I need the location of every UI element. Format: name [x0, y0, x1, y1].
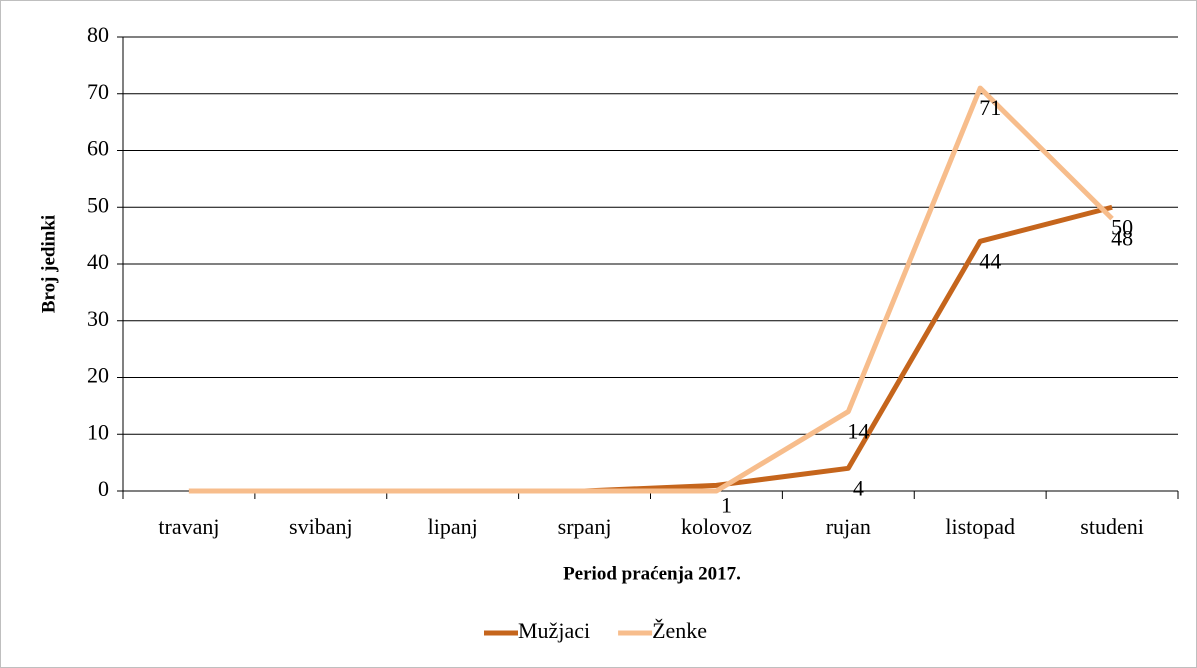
- x-tick-label: rujan: [826, 514, 871, 539]
- x-tick-label: studeni: [1080, 514, 1144, 539]
- x-tick-label: kolovoz: [681, 514, 752, 539]
- data-label: 50: [1111, 214, 1133, 239]
- y-tick-label: 20: [87, 363, 109, 388]
- y-tick-label: 30: [87, 306, 109, 331]
- y-tick-label: 80: [87, 22, 109, 47]
- legend-label: Mužjaci: [518, 618, 590, 643]
- y-tick-label: 50: [87, 192, 109, 217]
- x-tick-label: listopad: [945, 514, 1015, 539]
- data-label: 1: [721, 492, 732, 517]
- y-axis-label: Broj jedinki: [38, 215, 59, 313]
- y-tick-label: 10: [87, 419, 109, 444]
- line-series: [188, 85, 1114, 494]
- data-label: 44: [979, 248, 1001, 273]
- y-tick-label: 0: [98, 476, 109, 501]
- x-tick-label: srpanj: [558, 514, 612, 539]
- y-tick-label: 60: [87, 136, 109, 161]
- y-tick-label: 40: [87, 249, 109, 274]
- y-tick-label: 70: [87, 79, 109, 104]
- legend-label: Ženke: [652, 618, 707, 643]
- x-tick-label: travanj: [158, 514, 219, 539]
- data-label: 71: [979, 95, 1001, 120]
- data-label: 48: [1111, 226, 1133, 251]
- x-axis-label: Period praćenja 2017.: [563, 563, 741, 584]
- x-tick-label: svibanj: [289, 514, 353, 539]
- data-label: 4: [853, 475, 864, 500]
- data-label: 14: [847, 419, 869, 444]
- x-tick-label: lipanj: [428, 514, 478, 539]
